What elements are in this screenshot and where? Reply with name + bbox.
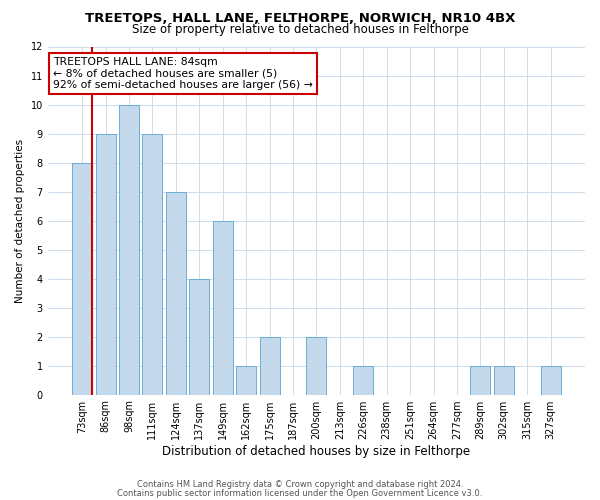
Bar bbox=[213, 220, 233, 394]
Bar bbox=[541, 366, 560, 394]
X-axis label: Distribution of detached houses by size in Felthorpe: Distribution of detached houses by size … bbox=[163, 444, 470, 458]
Text: Contains public sector information licensed under the Open Government Licence v3: Contains public sector information licen… bbox=[118, 488, 482, 498]
Bar bbox=[72, 162, 92, 394]
Text: Size of property relative to detached houses in Felthorpe: Size of property relative to detached ho… bbox=[131, 22, 469, 36]
Text: Contains HM Land Registry data © Crown copyright and database right 2024.: Contains HM Land Registry data © Crown c… bbox=[137, 480, 463, 489]
Bar bbox=[142, 134, 163, 394]
Bar bbox=[236, 366, 256, 394]
Bar bbox=[353, 366, 373, 394]
Bar bbox=[260, 336, 280, 394]
Bar bbox=[190, 278, 209, 394]
Y-axis label: Number of detached properties: Number of detached properties bbox=[15, 138, 25, 302]
Text: TREETOPS, HALL LANE, FELTHORPE, NORWICH, NR10 4BX: TREETOPS, HALL LANE, FELTHORPE, NORWICH,… bbox=[85, 12, 515, 26]
Bar bbox=[119, 104, 139, 395]
Bar bbox=[470, 366, 490, 394]
Bar bbox=[307, 336, 326, 394]
Text: TREETOPS HALL LANE: 84sqm
← 8% of detached houses are smaller (5)
92% of semi-de: TREETOPS HALL LANE: 84sqm ← 8% of detach… bbox=[53, 57, 313, 90]
Bar bbox=[95, 134, 116, 394]
Bar bbox=[166, 192, 186, 394]
Bar bbox=[494, 366, 514, 394]
